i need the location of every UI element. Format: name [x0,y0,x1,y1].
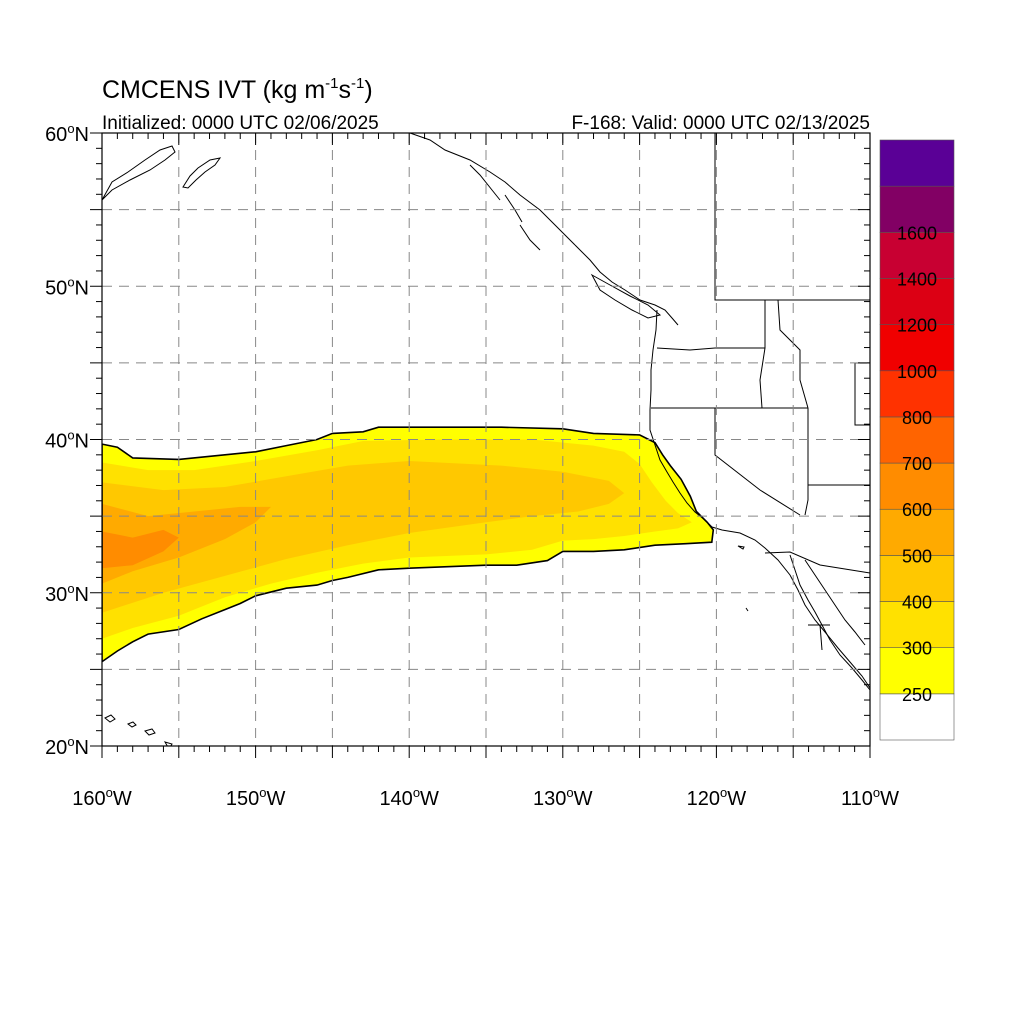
colorbar-swatch [879,370,955,418]
canada-us-border [714,133,870,301]
colorbar-label: 400 [902,593,932,613]
alaska-coastline [409,133,576,246]
colorbar-label: 1200 [897,316,937,336]
gulf-of-california [804,559,866,646]
lon-label: 150oW [226,785,286,810]
alaska-coastline [182,157,222,189]
gridlines [102,133,870,746]
wa-or-border [656,347,765,351]
hawaii-islands [104,714,173,746]
lat-label: 40oN [45,428,89,453]
lon-label: 130oW [533,785,593,810]
lon-label: 140oW [379,785,439,810]
us-mexico-border [764,551,870,574]
map-plot-area [102,133,870,746]
colorbar-label: 250 [902,685,932,705]
colorbar-swatch [879,324,955,372]
channel-islands [737,545,749,612]
idaho-border [759,300,766,409]
colorbar-swatch [879,508,955,556]
colorbar-label: 300 [902,639,932,659]
colorbar-label: 800 [902,408,932,428]
ivt-level-500 [102,503,271,584]
lon-label: 120oW [687,785,747,810]
colorbar-label: 500 [902,546,932,566]
ivt-level-400 [102,461,625,613]
vancouver-island [590,273,662,319]
lon-label: 110oW [841,785,899,810]
colorbar-swatch [879,462,955,510]
colorbar-label: 1400 [897,269,937,289]
valid-time: F-168: Valid: 0000 UTC 02/13/2025 [571,113,870,134]
plot-frame [101,132,871,747]
ca-nv-border [714,408,801,516]
colorbar-swatch [879,232,955,279]
colorbar-swatch [879,601,955,648]
colorbar-label: 1000 [897,362,937,382]
ivt-level-600 [102,529,179,569]
colorbar-swatch [879,139,955,187]
mexico-states [808,624,830,651]
map-title: CMCENS IVT (kg m-1s-1) [102,75,373,104]
colorbar-swatch [879,693,955,741]
lat-label: 20oN [45,734,89,759]
montana-idaho [777,299,809,409]
alaska-coastline [102,145,176,201]
colorbar: 250 300 400 500 600 700 800 1000 1200 1400 1600 [879,139,955,741]
lat-label: 60oN [45,121,89,146]
lat-label: 50oN [45,274,89,299]
colorbar-swatch [879,647,955,695]
longitude-labels: 160oW 150oW 140oW 130oW 120oW 110oW [72,785,899,810]
colorbar-swatch [879,278,955,325]
initialized-time: Initialized: 0000 UTC 02/06/2025 [102,113,379,134]
lon-label: 160oW [72,785,132,810]
state-borders [651,133,870,651]
colorbar-swatch [879,416,955,464]
colorbar-label: 1600 [897,223,937,243]
colorbar-swatch [879,185,955,233]
latitude-labels: 60oN 50oN 40oN 30oN 20oN [45,121,89,759]
lat-label: 30oN [45,581,89,606]
us-west-coastline [649,309,870,689]
bc-coastline [574,244,679,326]
colorbar-label: 700 [902,454,932,474]
axis-ticks [90,132,871,758]
colorbar-label: 600 [902,500,932,520]
ivt-250-contour [102,426,715,663]
ivt-field [102,426,715,663]
coast-islands [469,164,541,251]
nv-az-border [804,408,809,516]
